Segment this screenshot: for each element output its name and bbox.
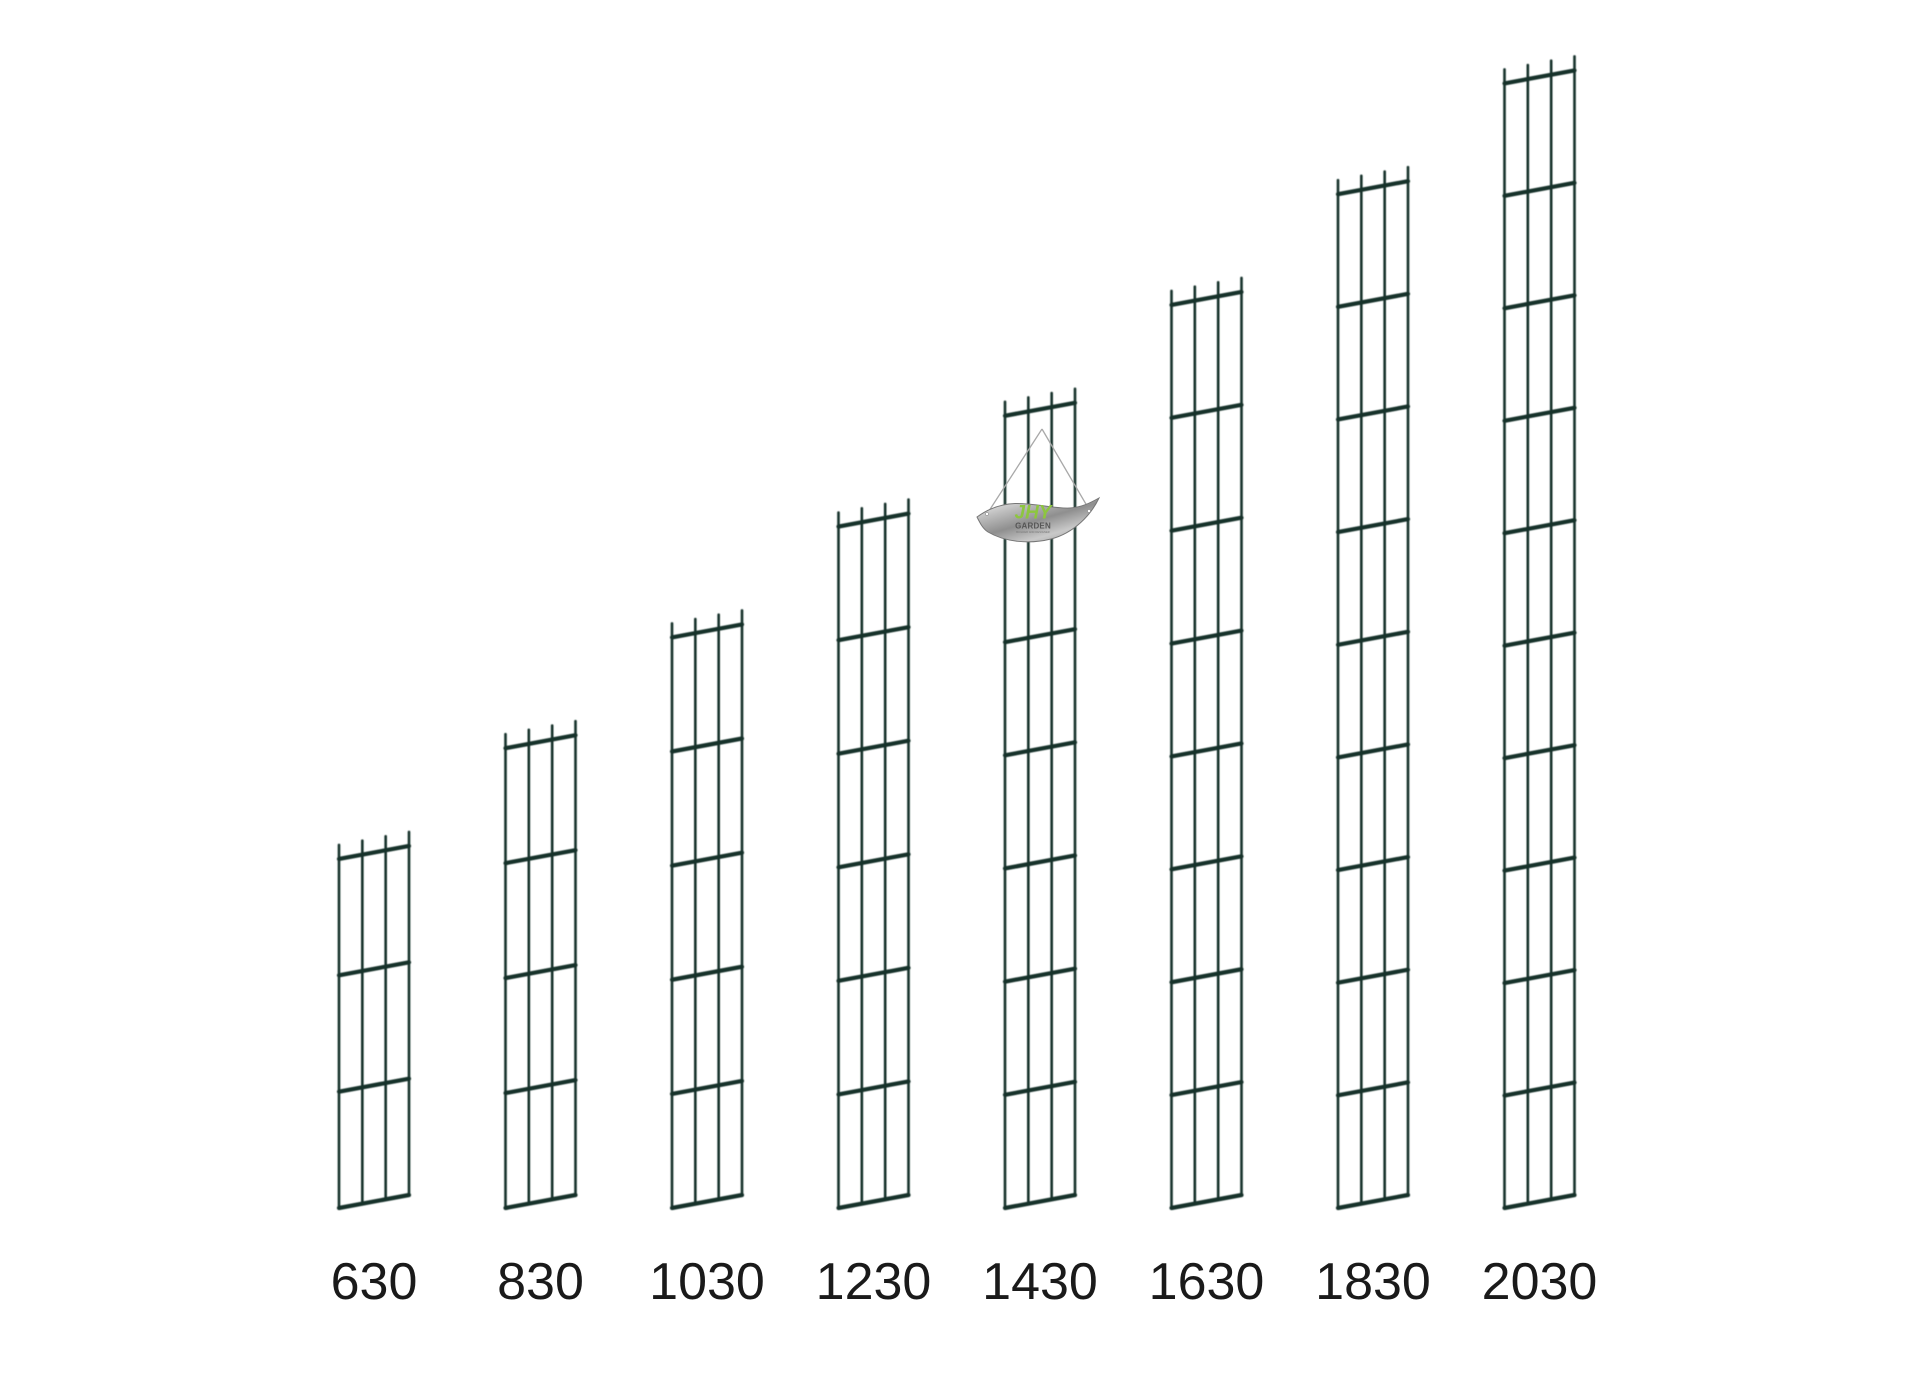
svg-text:JHY: JHY xyxy=(1015,503,1054,524)
svg-text:BUILDER AND DESIGNER: BUILDER AND DESIGNER xyxy=(1016,530,1050,534)
svg-text:GARDEN: GARDEN xyxy=(1015,522,1051,531)
